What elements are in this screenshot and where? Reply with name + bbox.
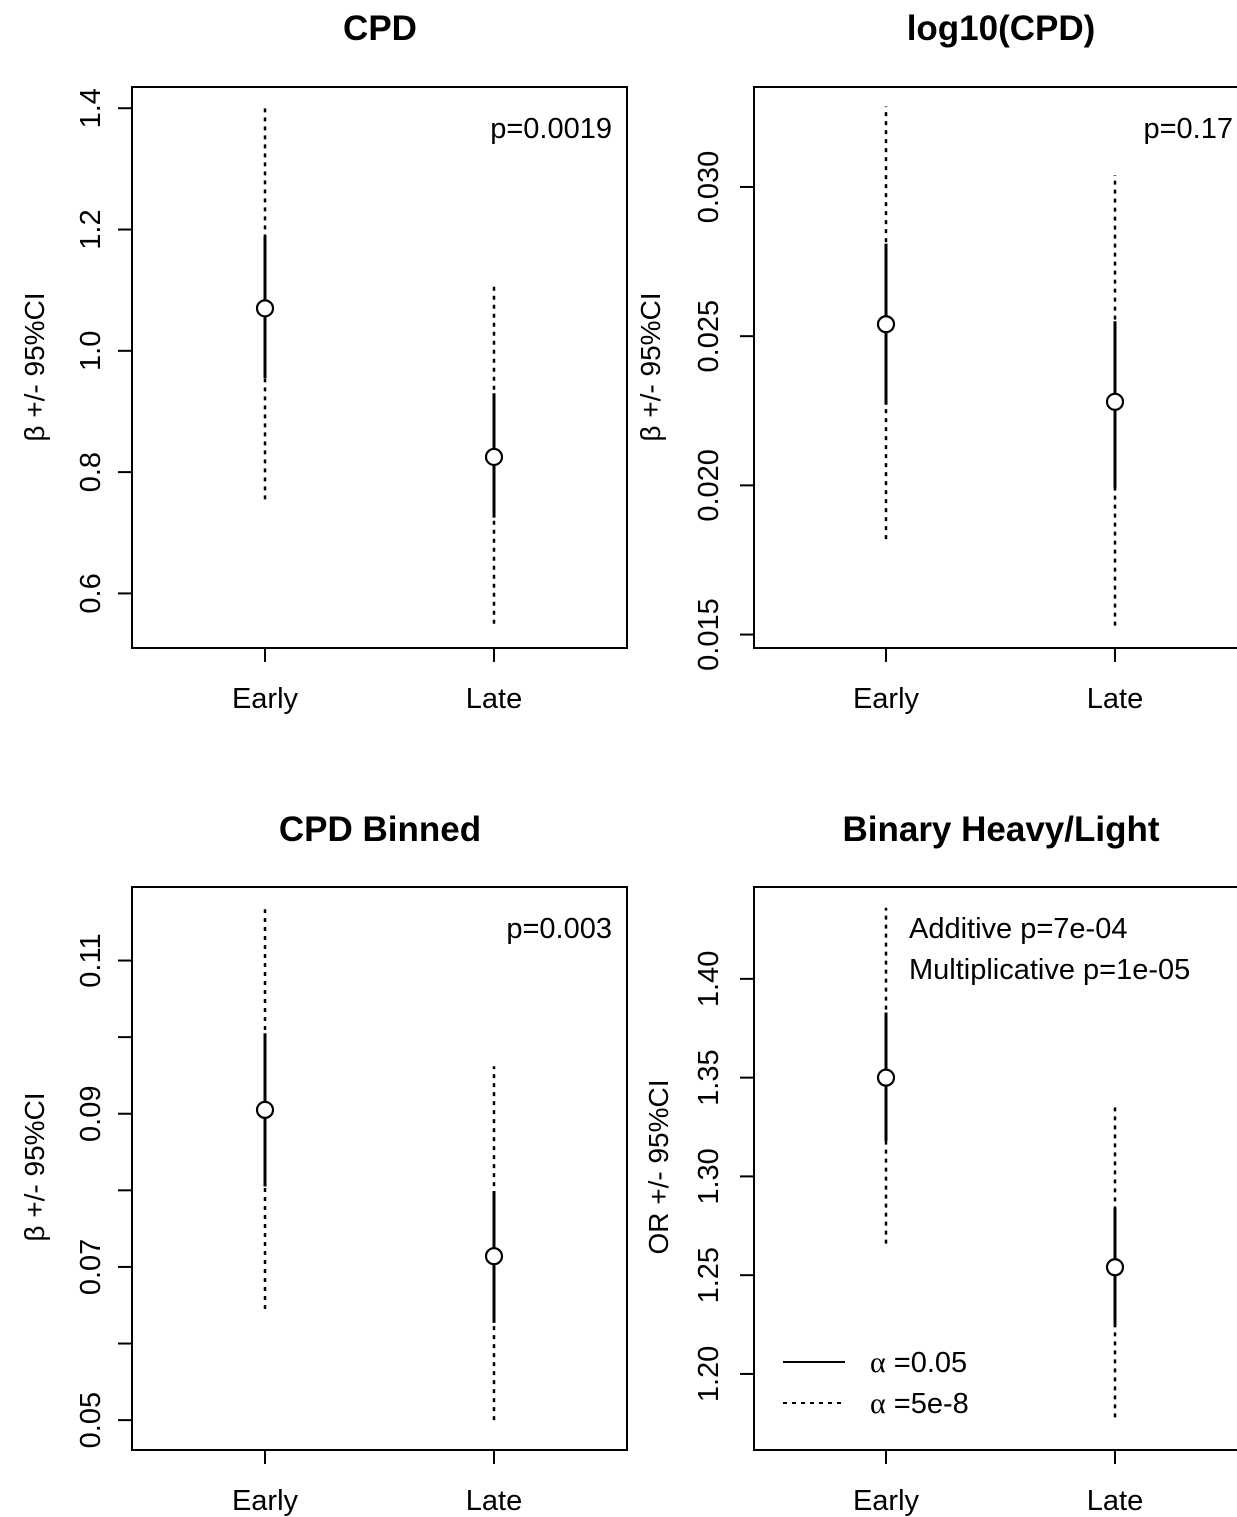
y-tick-label: 0.015 <box>693 598 725 671</box>
y-tick-label: 1.0 <box>75 331 107 371</box>
plot-frame <box>131 886 628 1451</box>
x-tick-label: Early <box>853 683 920 715</box>
y-tick-label: 1.25 <box>693 1247 725 1303</box>
y-tick-label: 0.6 <box>75 573 107 613</box>
x-tick-label: Late <box>1087 1485 1143 1517</box>
x-tick-label: Early <box>853 1485 920 1517</box>
plot-frame <box>753 886 1237 1451</box>
point-estimate-late <box>1105 392 1125 411</box>
point-estimate-early <box>255 1100 275 1120</box>
x-tick-label: Early <box>232 1485 299 1517</box>
y-axis-label: β +/- 95%CI <box>19 292 50 441</box>
panel-title: CPD Binned <box>279 810 481 849</box>
y-tick-label: 1.20 <box>693 1346 725 1402</box>
panel-2: log10(CPD) 0.015 0.020 0.025 0.030 β +/- 95%C… <box>635 9 1237 715</box>
panel-title: CPD <box>343 9 417 48</box>
point-estimate-early <box>255 299 275 318</box>
y-tick-label: 0.09 <box>75 1086 107 1142</box>
legend: α =0.05α =5e-8 <box>783 1346 969 1420</box>
point-estimate-early <box>876 315 896 334</box>
legend-label: α =0.05 <box>870 1346 967 1379</box>
y-tick-label: 1.4 <box>75 88 107 128</box>
x-tick-label: Early <box>232 683 299 715</box>
panel-3: CPD Binned 0.05 0.07 0.09 0.11 β +/- 95%CI Ear… <box>19 810 628 1517</box>
y-tick-label: 0.030 <box>693 151 725 224</box>
point-estimate-late <box>1105 1258 1125 1277</box>
x-tick-label: Late <box>1087 683 1143 715</box>
y-tick-label: 0.020 <box>693 449 725 522</box>
y-tick-label: 1.40 <box>693 951 725 1007</box>
y-axis-label: OR +/- 95%CI <box>643 1079 674 1254</box>
panel-title: Binary Heavy/Light <box>842 810 1159 849</box>
point-estimate-early <box>876 1068 896 1087</box>
p-value-annotation: Additive p=7e-04 <box>909 913 1127 945</box>
y-tick-label: 0.025 <box>693 300 725 373</box>
legend-alpha-symbol: α <box>870 1387 886 1420</box>
y-tick-label: 0.07 <box>75 1239 107 1295</box>
y-tick-label: 0.11 <box>75 933 107 987</box>
point-estimate-late <box>484 447 504 467</box>
x-tick-label: Late <box>466 683 522 715</box>
y-tick-label: 1.2 <box>75 209 107 249</box>
legend-alpha-symbol: α <box>870 1346 886 1379</box>
plot-frame <box>131 86 628 649</box>
p-value-annotation: Multiplicative p=1e-05 <box>909 954 1190 986</box>
point-estimate-late <box>484 1247 504 1266</box>
y-axis-label: β +/- 95%CI <box>635 292 666 441</box>
y-tick-label: 1.35 <box>693 1049 725 1105</box>
p-value-annotation: p=0.17 <box>1143 113 1233 145</box>
y-tick-label: 1.30 <box>693 1148 725 1204</box>
plot-frame <box>753 86 1237 649</box>
panel-4: Binary Heavy/Light 1.20 1.25 1.30 1.35 1.40 OR… <box>643 810 1237 1517</box>
panel-title: log10(CPD) <box>907 9 1096 48</box>
y-tick-label: 0.8 <box>75 452 107 492</box>
p-value-annotation: p=0.003 <box>506 913 612 945</box>
legend-value: =0.05 <box>886 1347 967 1379</box>
panel-1: CPD 0.6 0.8 1.0 1.2 1.4 β +/- 95%CI Early Late p=… <box>19 9 628 715</box>
legend-value: =5e-8 <box>886 1388 969 1420</box>
legend-label: α =5e-8 <box>870 1387 969 1420</box>
y-axis-label: β +/- 95%CI <box>19 1092 50 1241</box>
p-value-annotation: p=0.0019 <box>490 113 612 145</box>
y-tick-label: 0.05 <box>75 1392 107 1448</box>
x-tick-label: Late <box>466 1485 522 1517</box>
